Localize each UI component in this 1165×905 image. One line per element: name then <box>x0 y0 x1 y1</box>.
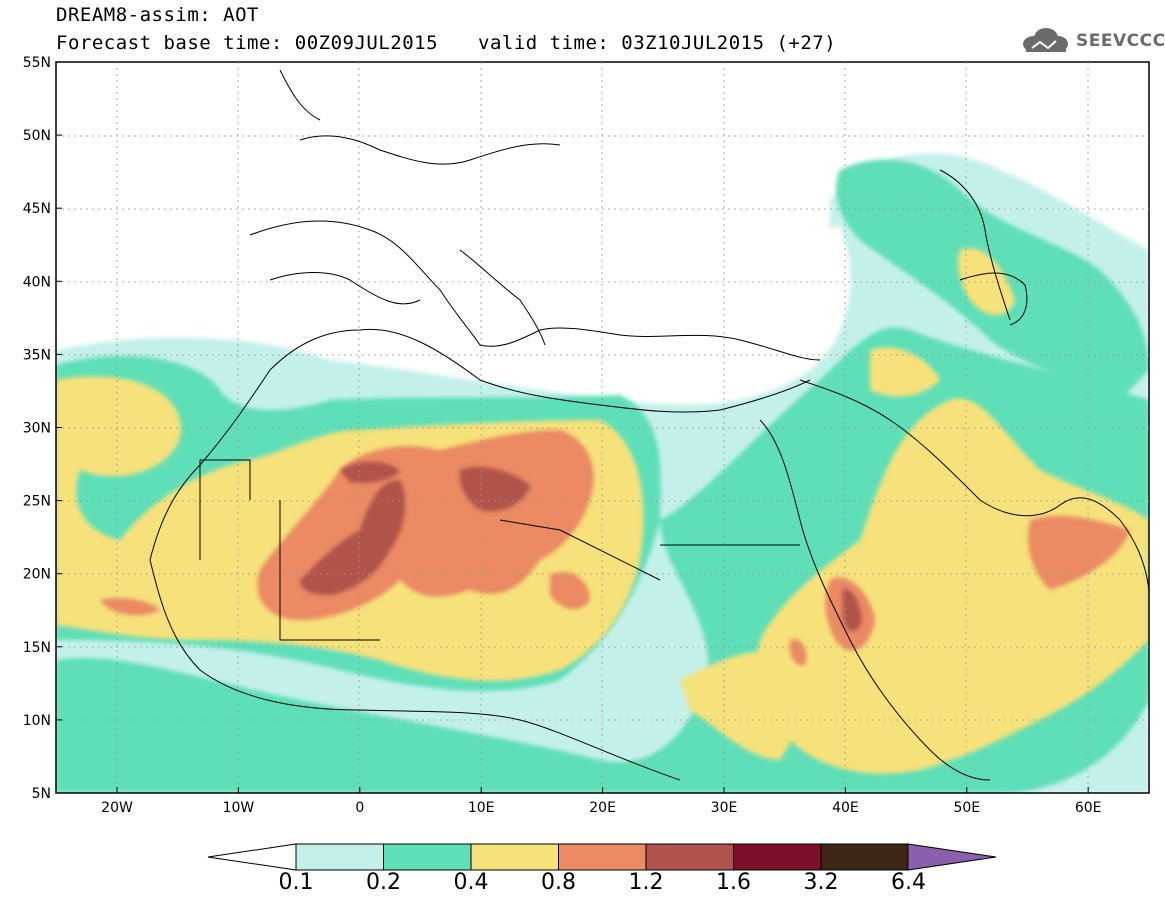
colorbar-box <box>558 843 647 871</box>
colorbar-box <box>733 843 822 871</box>
colorbar-box <box>383 843 472 871</box>
longitude-axis: 20W 10W 0 10E 20E 30E 40E 50E 60E <box>101 787 1102 816</box>
lat-label: 15N <box>23 640 51 656</box>
colorbar-low-arrow <box>207 843 297 871</box>
lon-label: 10E <box>468 800 495 816</box>
lon-label: 30E <box>711 800 738 816</box>
colorbar-box <box>645 843 734 871</box>
colorbar-box <box>295 843 384 871</box>
lat-label: 55N <box>23 55 51 71</box>
colorbar-label: 0.2 <box>366 870 401 895</box>
lat-label: 30N <box>23 421 51 437</box>
lat-label: 20N <box>23 567 51 583</box>
lon-label: 20E <box>589 800 616 816</box>
lon-label: 10W <box>223 800 255 816</box>
colorbar-high-arrow <box>907 843 997 871</box>
colorbar-label: 3.2 <box>803 870 839 895</box>
cloud-icon <box>1023 28 1068 52</box>
lon-label: 60E <box>1075 800 1102 816</box>
lon-label: 0 <box>355 800 364 816</box>
latitude-axis: 55N 50N 45N 40N 35N 30N 25N 20N 15N 10N 5N <box>23 55 62 802</box>
coastlines <box>149 69 1149 781</box>
colorbar-label: 0.8 <box>541 870 576 895</box>
lat-label: 35N <box>23 347 51 363</box>
lon-label: 40E <box>832 800 859 816</box>
lat-label: 10N <box>23 713 51 729</box>
seevccc-logo: SEEVCCC <box>1018 26 1165 56</box>
colorbar-label: 6.4 <box>891 870 926 895</box>
lat-label: 5N <box>32 786 51 802</box>
colorbar-box <box>470 843 559 871</box>
colorbar-label: 1.6 <box>716 870 751 895</box>
lat-label: 25N <box>23 494 51 510</box>
colorbar-label: 1.2 <box>628 870 664 895</box>
logo-text: SEEVCCC <box>1076 31 1165 51</box>
aot-field <box>56 153 1149 793</box>
colorbar-label: 0.4 <box>453 870 489 895</box>
lat-label: 50N <box>23 128 51 144</box>
valid-time: valid time: 03Z10JUL2015 (+27) <box>478 32 837 54</box>
map-title: DREAM8-assim: AOT <box>56 4 259 26</box>
forecast-base-time: Forecast base time: 00Z09JUL2015 <box>56 32 439 54</box>
colorbar-box <box>820 843 909 871</box>
lon-label: 20W <box>101 800 133 816</box>
graticule <box>56 62 1149 793</box>
colorbar <box>207 843 997 871</box>
lon-label: 50E <box>953 800 980 816</box>
lat-label: 45N <box>23 201 51 217</box>
colorbar-label: 0.1 <box>278 870 314 895</box>
lat-label: 40N <box>23 274 51 290</box>
